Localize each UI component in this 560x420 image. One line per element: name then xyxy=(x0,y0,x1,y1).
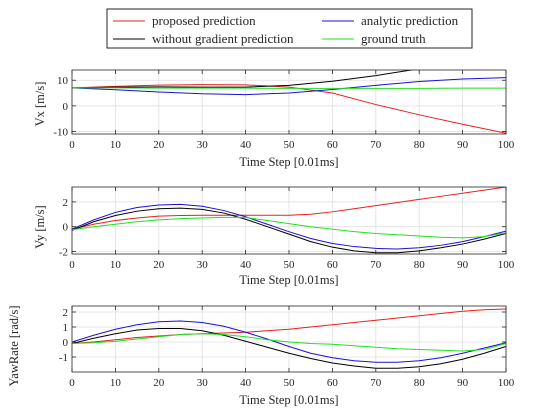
vx-xtick-label: 100 xyxy=(498,139,515,151)
vx-xtick-label: 20 xyxy=(153,139,165,151)
vy-ytick-label: 2 xyxy=(63,197,69,209)
vx-xtick-label: 50 xyxy=(284,139,296,151)
yawrate-xtick-label: 70 xyxy=(370,377,382,389)
vx-ytick-label: 10 xyxy=(57,75,69,87)
vx-xtick-label: 90 xyxy=(457,139,469,151)
yawrate-series-group xyxy=(72,308,506,369)
panel-vy: 0 10 20 30 40 50 60 70 80 90 100-202 Time Step [0.… xyxy=(33,186,515,287)
vy-xtick-label: 70 xyxy=(370,259,382,271)
vy-series-without xyxy=(72,207,506,254)
vy-ylabel: Vy [m/s] xyxy=(33,205,47,248)
vy-xtick-label: 90 xyxy=(457,259,469,271)
yawrate-xtick-label: 60 xyxy=(327,377,339,389)
vx-ytick-label: -10 xyxy=(53,126,68,138)
vx-xlabel: Time Step [0.01ms] xyxy=(239,155,338,169)
vy-xtick-label: 20 xyxy=(153,259,165,271)
yawrate-xtick-label: 40 xyxy=(240,377,252,389)
yawrate-series-without xyxy=(72,328,506,369)
vy-xtick-label: 50 xyxy=(284,259,296,271)
vx-series-ground xyxy=(72,87,506,89)
yawrate-ytick-label: 1 xyxy=(63,322,69,334)
vx-ylabel: Vx [m/s] xyxy=(33,82,47,127)
vx-xtick-label: 70 xyxy=(370,139,382,151)
vy-xtick-label: 80 xyxy=(414,259,426,271)
vy-xtick-label: 10 xyxy=(110,259,122,271)
yawrate-xtick-label: 100 xyxy=(498,377,515,389)
yawrate-xtick-label: 10 xyxy=(110,377,122,389)
legend-label-ground-truth: ground truth xyxy=(361,31,426,46)
yawrate-xlabel: Time Step [0.01ms] xyxy=(239,393,338,407)
vx-xtick-label: 30 xyxy=(197,139,209,151)
vy-series-ground xyxy=(72,216,506,239)
vy-ytick-label: -2 xyxy=(59,247,68,259)
vy-xtick-label: 60 xyxy=(327,259,339,271)
vy-ytick-label: 0 xyxy=(63,222,69,234)
vy-plot-area: 0 10 20 30 40 50 60 70 80 90 100-202 xyxy=(59,186,515,271)
yawrate-series-proposed xyxy=(72,308,506,344)
vx-xtick-label: 10 xyxy=(110,139,122,151)
yawrate-series-ground xyxy=(72,333,506,352)
vx-series-analytic xyxy=(72,77,506,96)
legend-label-without-gradient: without gradient prediction xyxy=(152,31,294,46)
yawrate-xtick-label: 0 xyxy=(69,377,75,389)
vx-xtick-label: 80 xyxy=(414,139,426,151)
yawrate-ylabel: YawRate [rad/s] xyxy=(7,305,21,386)
vy-series-proposed xyxy=(72,187,506,230)
legend: proposed prediction analytic prediction … xyxy=(106,8,473,49)
legend-label-analytic: analytic prediction xyxy=(361,13,459,28)
vy-xtick-label: 30 xyxy=(197,259,209,271)
vy-xtick-label: 100 xyxy=(498,259,515,271)
panel-yawrate: 0 10 20 30 40 50 60 70 80 90 100 -1 0 1 2 Time Step [0… xyxy=(7,305,515,407)
vy-series-analytic xyxy=(72,203,506,250)
vy-xtick-label: 0 xyxy=(69,259,75,271)
yawrate-ytick-label: -1 xyxy=(59,352,68,364)
legend-label-proposed: proposed prediction xyxy=(152,13,256,28)
yawrate-xtick-label: 80 xyxy=(414,377,426,389)
yawrate-series-analytic xyxy=(72,320,506,363)
yawrate-xtick-label: 30 xyxy=(197,377,209,389)
vy-xlabel: Time Step [0.01ms] xyxy=(239,273,338,287)
yawrate-plot-area: 0 10 20 30 40 50 60 70 80 90 100 -1 0 1 2 xyxy=(59,305,515,389)
vx-ytick-label: 0 xyxy=(63,101,69,113)
vy-series-group xyxy=(72,187,506,254)
yawrate-xtick-label: 20 xyxy=(153,377,165,389)
yawrate-xtick-label: 50 xyxy=(284,377,296,389)
vx-series-proposed xyxy=(72,84,506,134)
yawrate-ytick-label: 0 xyxy=(63,337,69,349)
vx-xtick-label: 60 xyxy=(327,139,339,151)
vx-series-group xyxy=(72,70,506,134)
vx-xtick-label: 40 xyxy=(240,139,252,151)
vx-xtick-label: 0 xyxy=(69,139,75,151)
yawrate-ytick-label: 2 xyxy=(63,307,69,319)
vx-series-without xyxy=(72,70,415,89)
legend-box xyxy=(106,8,473,49)
vy-xtick-label: 40 xyxy=(240,259,252,271)
yawrate-xtick-label: 90 xyxy=(457,377,469,389)
